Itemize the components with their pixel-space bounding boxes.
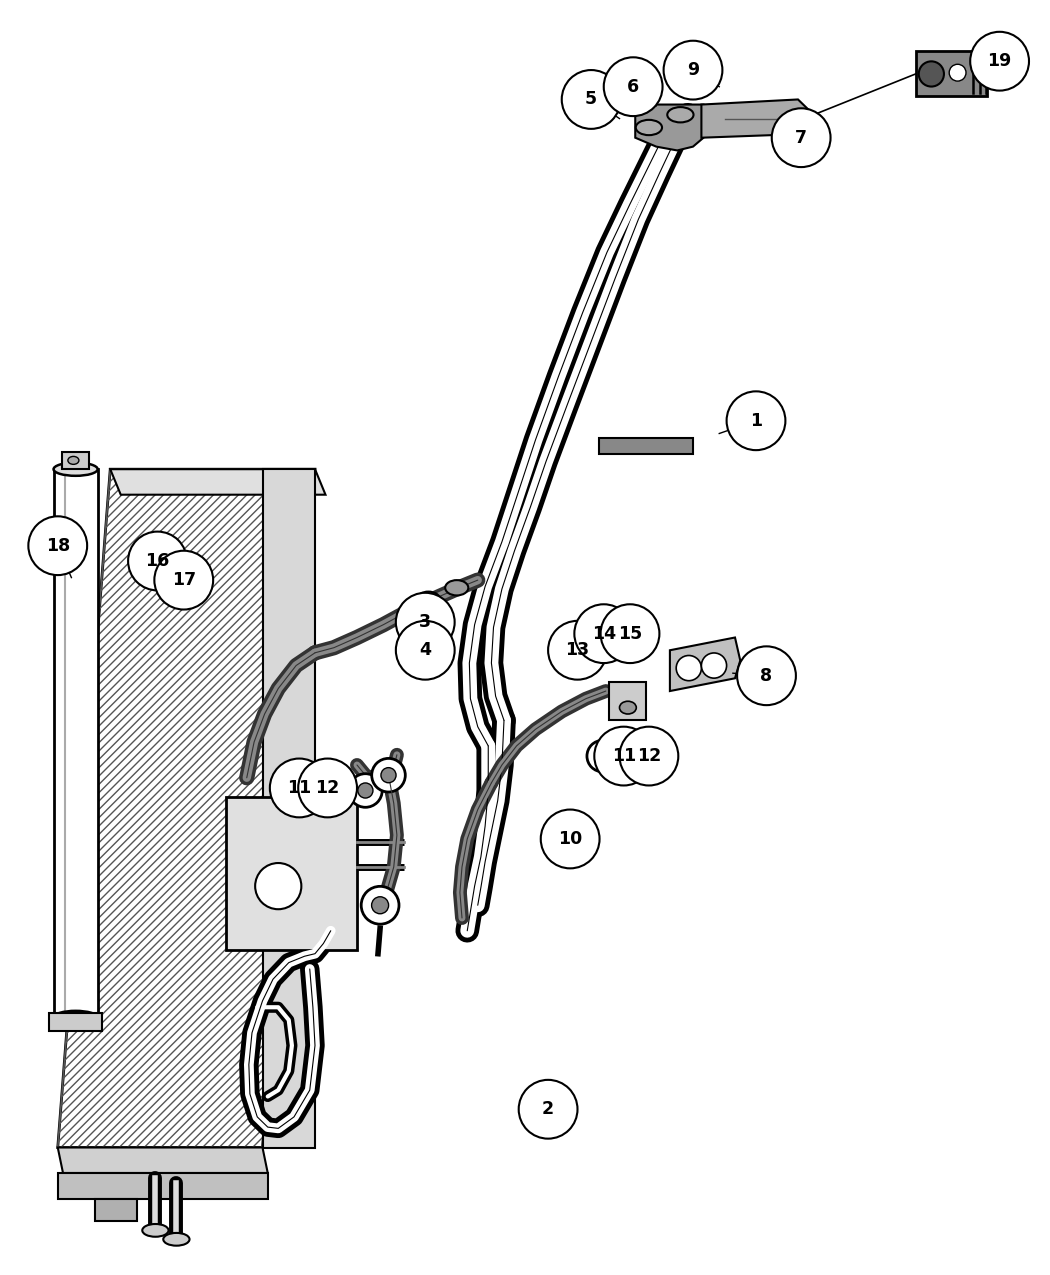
Text: 18: 18 [45,537,70,555]
Circle shape [604,57,663,116]
Circle shape [970,32,1029,91]
Circle shape [595,748,610,764]
Ellipse shape [54,1011,98,1024]
Circle shape [28,516,87,575]
Text: 6: 6 [627,78,639,96]
Circle shape [621,742,635,757]
Circle shape [298,759,357,817]
Bar [54,469,98,1017]
Text: 12: 12 [636,747,662,765]
Text: 5: 5 [585,91,597,108]
Circle shape [154,551,213,609]
Circle shape [128,532,187,590]
Text: 12: 12 [315,779,340,797]
Bar [49,1014,102,1030]
Text: 14: 14 [592,625,615,643]
Ellipse shape [142,1224,168,1237]
Circle shape [358,783,373,798]
Text: 13: 13 [566,641,589,659]
Text: 2: 2 [542,1100,554,1118]
Text: 10: 10 [558,830,583,848]
Text: 15: 15 [617,625,643,643]
Circle shape [772,108,831,167]
Circle shape [676,655,701,681]
Bar [226,797,357,950]
Circle shape [381,768,396,783]
Text: 4: 4 [419,641,432,659]
Ellipse shape [620,701,636,714]
Circle shape [587,741,618,771]
Circle shape [919,61,944,87]
Circle shape [620,727,678,785]
Bar [916,51,987,96]
Circle shape [701,653,727,678]
Bar [94,1198,136,1221]
Circle shape [949,64,966,82]
Ellipse shape [54,463,98,476]
Text: 11: 11 [287,779,312,797]
Circle shape [574,604,633,663]
Polygon shape [635,105,704,150]
Bar [609,682,646,720]
Ellipse shape [68,456,79,464]
Circle shape [562,70,621,129]
Polygon shape [598,439,693,454]
Ellipse shape [635,120,662,135]
Circle shape [594,727,653,785]
Polygon shape [58,469,315,1148]
Circle shape [541,810,600,868]
Circle shape [361,886,399,924]
Polygon shape [262,469,315,1148]
Ellipse shape [445,580,468,595]
Text: 16: 16 [145,552,170,570]
Circle shape [372,759,405,792]
Polygon shape [58,1173,268,1198]
Circle shape [270,759,329,817]
Circle shape [737,646,796,705]
Bar [62,451,89,469]
Circle shape [396,621,455,680]
Text: 1: 1 [750,412,762,430]
Text: 3: 3 [419,613,432,631]
Circle shape [349,774,382,807]
Ellipse shape [668,107,694,122]
Circle shape [372,896,388,914]
Circle shape [727,391,785,450]
Polygon shape [670,638,740,691]
Circle shape [548,621,607,680]
Text: 11: 11 [611,747,636,765]
Ellipse shape [164,1233,189,1246]
Circle shape [396,593,455,652]
Circle shape [519,1080,578,1139]
Text: 9: 9 [687,61,699,79]
Circle shape [255,863,301,909]
Text: 17: 17 [172,571,195,589]
Polygon shape [701,99,814,138]
Polygon shape [110,469,326,495]
Circle shape [664,41,722,99]
Polygon shape [58,1148,268,1173]
Text: 8: 8 [760,667,773,685]
Circle shape [612,734,644,765]
Circle shape [601,604,659,663]
Ellipse shape [417,592,440,607]
Text: 19: 19 [987,52,1012,70]
Text: 7: 7 [795,129,807,147]
